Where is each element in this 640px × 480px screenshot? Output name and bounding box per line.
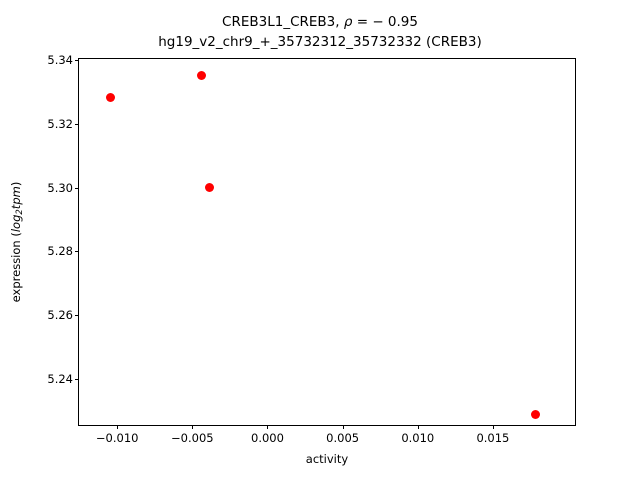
chart-title: CREB3L1_CREB3, ρ = − 0.95 hg19_v2_chr9_+…: [0, 12, 640, 52]
y-label-log: log: [8, 214, 23, 233]
rho-symbol: ρ: [343, 14, 353, 30]
y-axis-tick-label: 5.30: [47, 180, 73, 195]
y-label-suffix: ): [8, 181, 23, 187]
y-axis-tick-label: 5.28: [47, 244, 73, 259]
scatter-point: [531, 410, 541, 420]
plot-axes-frame: −0.010 −0.005 0.000 0.005 0.010 0.015 5.24 5.26…: [47, 53, 576, 445]
x-axis-label: activity: [305, 452, 349, 466]
y-label-subscript: 2: [15, 209, 26, 215]
scatter-point: [106, 93, 116, 103]
y-axis-tick-label: 5.34: [47, 52, 73, 67]
chart-title-line-1: CREB3L1_CREB3, ρ = − 0.95: [0, 12, 640, 32]
y-label-prefix: expression (: [8, 232, 23, 303]
x-axis-tick-label: 0.010: [401, 431, 435, 445]
x-axis-tick-label: −0.010: [95, 431, 139, 445]
x-axis-tick: [117, 425, 119, 429]
x-axis-tick: [417, 425, 419, 429]
scatter-point: [204, 183, 214, 193]
plot-surface: [79, 59, 575, 425]
x-axis-tick-label: 0.015: [476, 431, 510, 445]
y-axis-tick-label: 5.24: [47, 372, 73, 387]
x-axis-tick-label: 0.000: [251, 431, 284, 445]
y-axis-tick: [75, 251, 79, 253]
chart-title-prefix: CREB3L1_CREB3,: [222, 14, 344, 30]
rho-value: = − 0.95: [352, 14, 418, 30]
y-axis-tick: [75, 59, 79, 61]
scatter-point: [196, 71, 206, 81]
y-axis-tick: [75, 315, 79, 317]
x-axis-tick: [342, 425, 344, 429]
x-axis-tick: [192, 425, 194, 429]
x-axis-tick-label: 0.005: [326, 431, 360, 445]
x-axis-tick: [267, 425, 269, 429]
y-axis-tick: [75, 187, 79, 189]
y-axis-tick-label: 5.32: [47, 116, 73, 131]
chart-title-line-2: hg19_v2_chr9_+_35732312_35732332 (CREB3): [158, 34, 482, 50]
x-axis-tick: [492, 425, 494, 429]
y-axis-label: expression (log2tpm): [9, 182, 25, 303]
y-label-tpm: tpm: [8, 186, 23, 210]
x-axis-tick-label: −0.005: [171, 431, 214, 445]
y-axis-tick-label: 5.26: [47, 308, 73, 323]
y-axis-label-wrapper: expression (log2tpm): [8, 58, 26, 426]
y-axis-tick: [75, 123, 79, 125]
y-axis-tick: [75, 379, 79, 381]
